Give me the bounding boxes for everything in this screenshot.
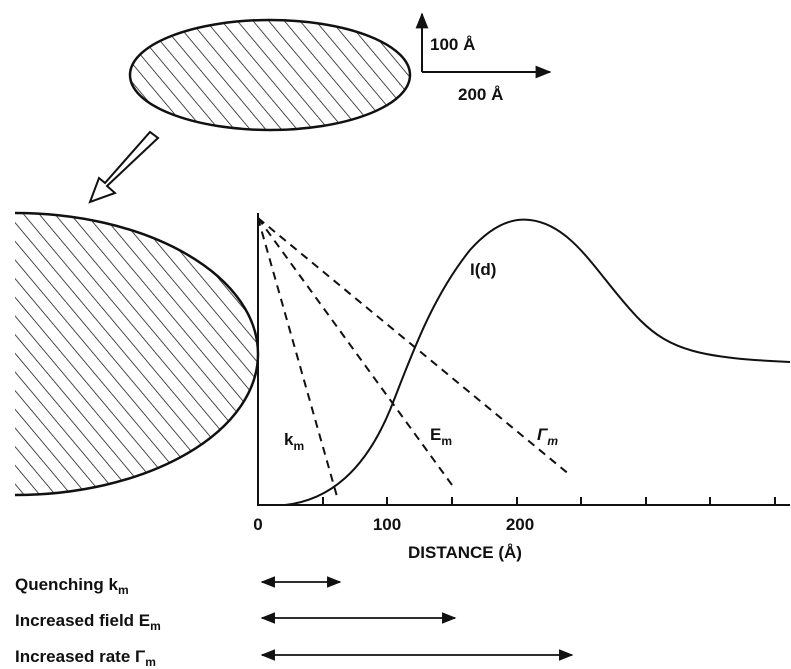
- tick-label: 100: [373, 515, 401, 534]
- tick-label: 0: [253, 515, 262, 534]
- line-label: Γm: [537, 425, 558, 448]
- legend-text: Increased field Em: [15, 611, 161, 633]
- tick-label: 200: [506, 515, 534, 534]
- diagram: 100 Å 200 Å 0 100 200 DISTANCE (Å) I(d) …: [0, 0, 791, 669]
- range-line: [258, 218, 570, 475]
- particle: [130, 20, 410, 130]
- intensity-curve: [285, 220, 790, 505]
- line-label: km: [284, 430, 304, 453]
- legend-text: Increased rate Γm: [15, 647, 156, 669]
- axis-label: DISTANCE (Å): [408, 543, 522, 562]
- scale-horizontal: 200 Å: [458, 85, 503, 104]
- legend-text: Quenching km: [15, 575, 129, 597]
- curve-label: I(d): [470, 260, 496, 279]
- line-label: Em: [430, 425, 452, 448]
- scale-bar: 100 Å 200 Å: [422, 14, 550, 104]
- zoom-arrow: [90, 132, 158, 202]
- particle-section: [15, 213, 258, 495]
- axes: 0 100 200 DISTANCE (Å): [253, 213, 790, 562]
- range-line: [258, 218, 338, 500]
- scale-vertical: 100 Å: [430, 35, 475, 54]
